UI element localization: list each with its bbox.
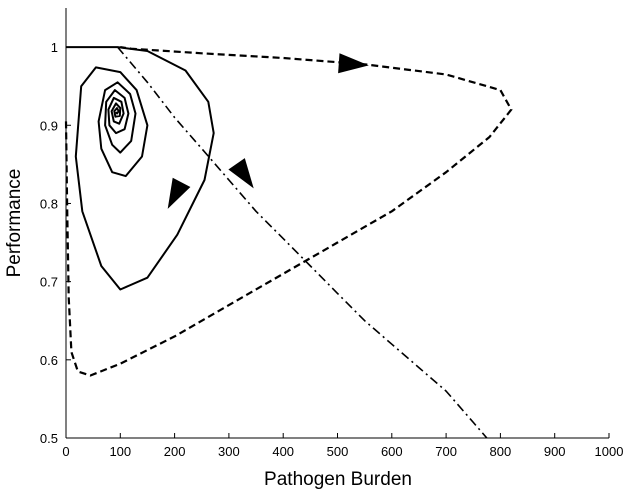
x-ticks: 0 100 200 300 400 500 600 700 800 900 1000 bbox=[62, 433, 623, 459]
y-tick-label: 1 bbox=[51, 40, 58, 55]
y-tick-label: 0.7 bbox=[40, 275, 58, 290]
curves bbox=[64, 46, 513, 439]
x-tick-label: 0 bbox=[62, 444, 69, 459]
x-tick-label: 200 bbox=[164, 444, 186, 459]
x-axis-title: Pathogen Burden bbox=[264, 469, 412, 490]
direction-arrow-dashdot bbox=[228, 158, 254, 189]
y-tick-label: 0.5 bbox=[40, 431, 58, 446]
x-tick-label: 800 bbox=[490, 444, 512, 459]
x-tick-label: 500 bbox=[327, 444, 349, 459]
direction-arrow-dash bbox=[338, 53, 369, 74]
y-ticks: 0.5 0.6 0.7 0.8 0.9 1 bbox=[40, 40, 71, 446]
series-solid-curve bbox=[66, 46, 215, 291]
axes bbox=[65, 8, 609, 439]
y-tick-label: 0.8 bbox=[40, 196, 58, 211]
arrows bbox=[167, 53, 369, 209]
x-tick-label: 900 bbox=[544, 444, 566, 459]
x-tick-label: 300 bbox=[218, 444, 240, 459]
y-axis-title: Performance bbox=[4, 169, 25, 278]
series-dashdot-curve bbox=[116, 46, 488, 439]
x-tick-label: 100 bbox=[109, 444, 131, 459]
x-tick-label: 1000 bbox=[595, 444, 624, 459]
direction-arrow-solid bbox=[167, 177, 191, 209]
x-tick-label: 600 bbox=[381, 444, 403, 459]
y-tick-label: 0.9 bbox=[40, 118, 58, 133]
y-tick-label: 0.6 bbox=[40, 353, 58, 368]
x-tick-label: 700 bbox=[435, 444, 457, 459]
x-tick-label: 400 bbox=[272, 444, 294, 459]
series-dash-curve bbox=[64, 46, 513, 377]
